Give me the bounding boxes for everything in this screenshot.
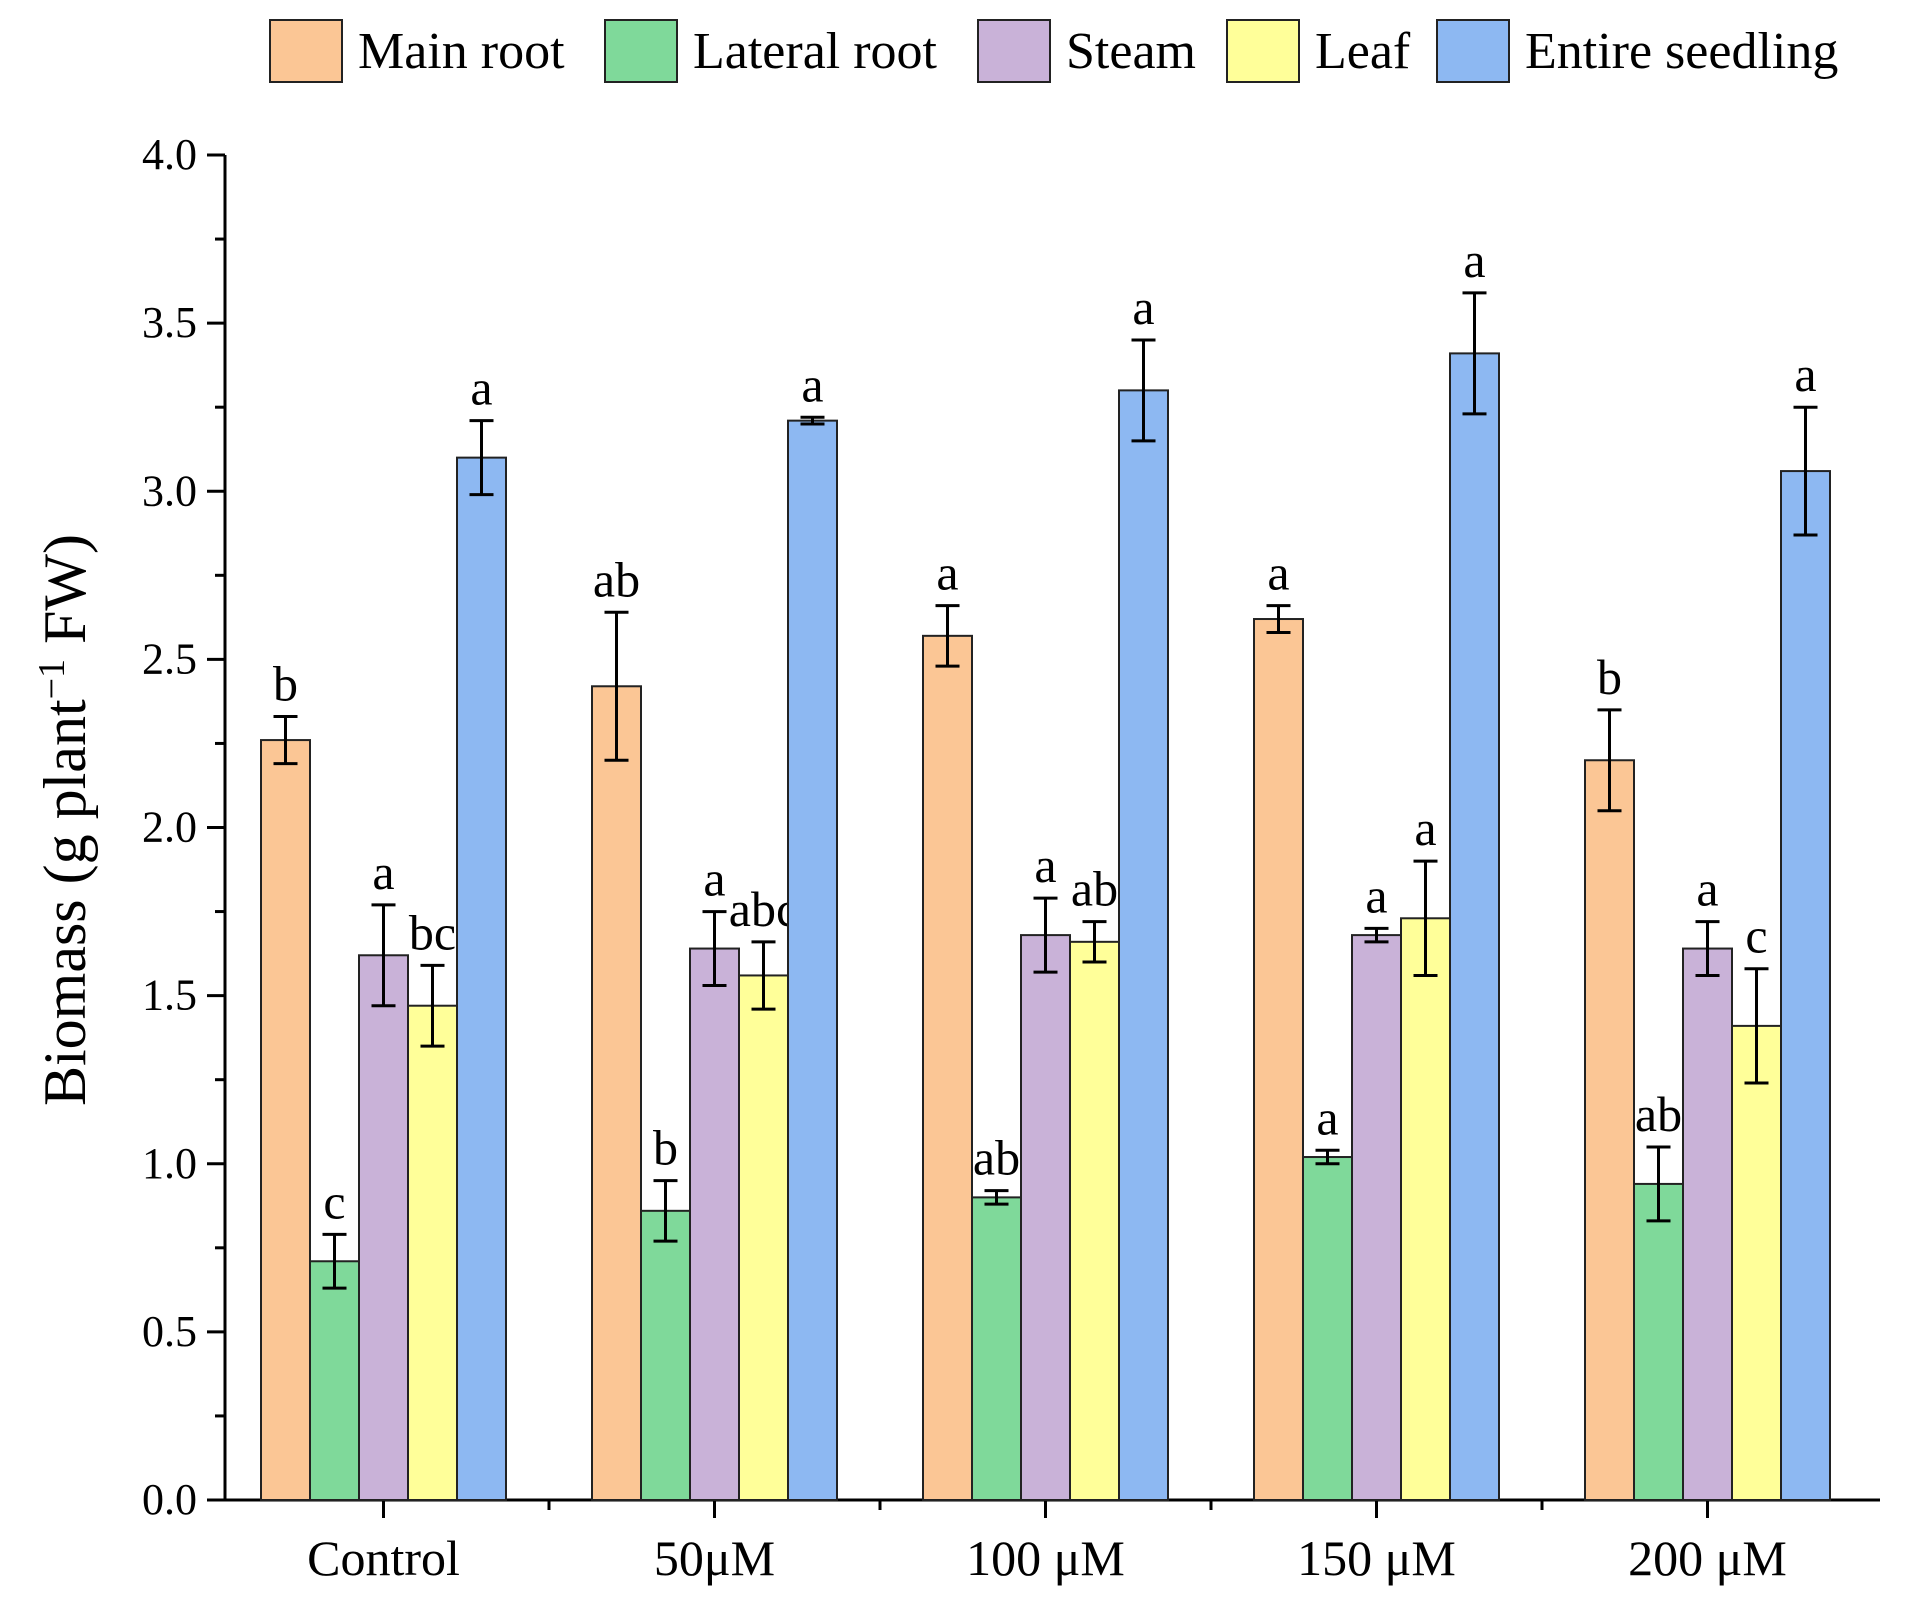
significance-label: a [1034, 837, 1056, 893]
bar [1731, 1024, 1782, 1501]
bar [738, 974, 789, 1501]
bar [1400, 917, 1451, 1501]
legend-swatch [604, 19, 678, 83]
significance-label: ab [593, 551, 640, 607]
y-tick-label: 3.5 [142, 298, 197, 347]
legend-swatch [1226, 19, 1300, 83]
bar [1584, 759, 1635, 1501]
significance-label: a [1365, 867, 1387, 923]
y-tick-label: 1.0 [142, 1139, 197, 1188]
bar [309, 1260, 360, 1501]
y-tick-label: 1.5 [142, 971, 197, 1020]
significance-label: a [801, 356, 823, 412]
bar [591, 685, 642, 1501]
significance-label: a [1696, 861, 1718, 917]
significance-label: a [1267, 545, 1289, 601]
x-tick-label: Control [307, 1530, 460, 1586]
bar [1253, 618, 1304, 1501]
x-tick-label: 50μM [654, 1530, 775, 1586]
significance-label: ab [1635, 1086, 1682, 1142]
bar [1780, 470, 1831, 1502]
legend-swatch [1436, 19, 1510, 83]
legend-label: Leaf [1315, 23, 1411, 80]
bar [260, 739, 311, 1501]
significance-label: a [936, 545, 958, 601]
y-tick-label: 0.5 [142, 1307, 197, 1356]
significance-label: ab [973, 1130, 1020, 1186]
bar [407, 1004, 458, 1502]
bar [1118, 389, 1169, 1501]
legend-swatch [977, 19, 1051, 83]
bar [640, 1209, 691, 1501]
y-axis-label-sup: −1 [31, 659, 73, 699]
significance-label: b [653, 1120, 678, 1176]
bar [456, 456, 507, 1501]
bar [358, 954, 409, 1501]
x-tick-label: 100 μM [966, 1530, 1125, 1586]
axes: 0.0 0.5 1.0 1.5 2.0 2.5 3.0 3.5 4.0 Control 50μM 10… [142, 130, 1880, 1586]
significance-label: a [703, 851, 725, 907]
significance-label: a [1414, 800, 1436, 856]
y-tick-label: 3.0 [142, 466, 197, 515]
bar [1449, 352, 1500, 1502]
y-axis-label-main: Biomass (g plant [32, 699, 98, 1106]
significance-label: c [1745, 908, 1767, 964]
bar [1351, 934, 1402, 1501]
y-tick-label: 0.0 [142, 1475, 197, 1524]
significance-label: a [1794, 346, 1816, 402]
significance-label: b [1597, 649, 1622, 705]
bar [971, 1196, 1022, 1501]
legend-label: Lateral root [693, 23, 938, 80]
x-tick-label: 150 μM [1297, 1530, 1456, 1586]
significance-label: abc [729, 881, 798, 937]
bar [922, 634, 973, 1501]
significance-label: b [273, 656, 298, 712]
significance-label: bc [409, 904, 456, 960]
y-tick-label: 2.5 [142, 634, 197, 683]
bar [1633, 1182, 1684, 1502]
bar [1069, 940, 1120, 1501]
legend-swatch [269, 19, 343, 83]
significance-label: a [470, 360, 492, 416]
y-axis-label: Biomass (g plant−1 FW) [31, 534, 98, 1106]
x-tick-label: 200 μM [1628, 1530, 1787, 1586]
bar [1020, 934, 1071, 1501]
legend: Main root Lateral root Steam Leaf Entire see… [269, 19, 1838, 83]
y-tick-label: 2.0 [142, 803, 197, 852]
bar [787, 419, 838, 1502]
significance-label: c [323, 1173, 345, 1229]
legend-label: Main root [358, 23, 565, 80]
bar [689, 947, 740, 1501]
significance-label: a [1316, 1089, 1338, 1145]
significance-label: a [372, 844, 394, 900]
y-axis-label-tail: FW) [32, 534, 98, 659]
significance-label: ab [1071, 861, 1118, 917]
legend-label: Steam [1066, 23, 1196, 80]
significance-label: a [1132, 279, 1154, 335]
bar [1302, 1156, 1353, 1502]
significance-label: a [1463, 232, 1485, 288]
legend-label: Entire seedling [1525, 23, 1838, 80]
bar [1682, 947, 1733, 1501]
y-tick-label: 4.0 [142, 130, 197, 179]
